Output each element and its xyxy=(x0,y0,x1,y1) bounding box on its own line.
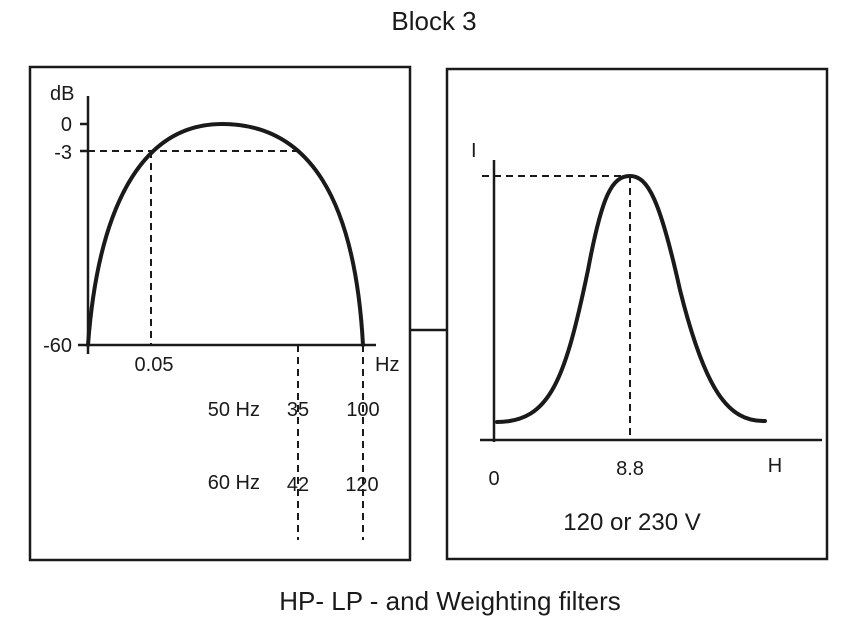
x-tick-88: 8.8 xyxy=(616,458,644,480)
row-50hz-label: 50 Hz xyxy=(208,399,260,421)
filter-response-panel: dB 0 -3 -60 0.05 Hz 50 Hz 35 100 60 Hz 4… xyxy=(28,65,412,562)
figure-caption: HP- LP - and Weighting filters xyxy=(279,586,621,616)
row-60hz-label: 60 Hz xyxy=(208,472,260,494)
hz-axis-label: Hz xyxy=(375,354,399,376)
row-50hz-high: 100 xyxy=(346,399,379,421)
y-tick-0: 0 xyxy=(61,114,72,136)
x-tick-005: 0.05 xyxy=(135,354,174,376)
h-axis-label: H xyxy=(768,455,782,477)
row-60hz-low: 42 xyxy=(287,474,309,496)
weighting-filter-panel: I 0 8.8 H 120 or 230 V xyxy=(445,67,829,561)
voltage-label: 120 or 230 V xyxy=(563,509,700,536)
row-60hz-high: 120 xyxy=(345,474,378,496)
db-axis-label: dB xyxy=(50,83,74,105)
row-50hz-low: 35 xyxy=(287,399,309,421)
block-title: Block 3 xyxy=(391,6,476,36)
y-tick-minus60: -60 xyxy=(43,335,72,357)
filter-response-frame xyxy=(28,65,412,562)
bandpass-response-curve xyxy=(86,121,365,347)
i-axis-label: I xyxy=(471,140,477,162)
x-origin-label: 0 xyxy=(488,468,499,490)
y-tick-minus3: -3 xyxy=(54,142,72,164)
weighting-filter-frame xyxy=(445,67,829,561)
